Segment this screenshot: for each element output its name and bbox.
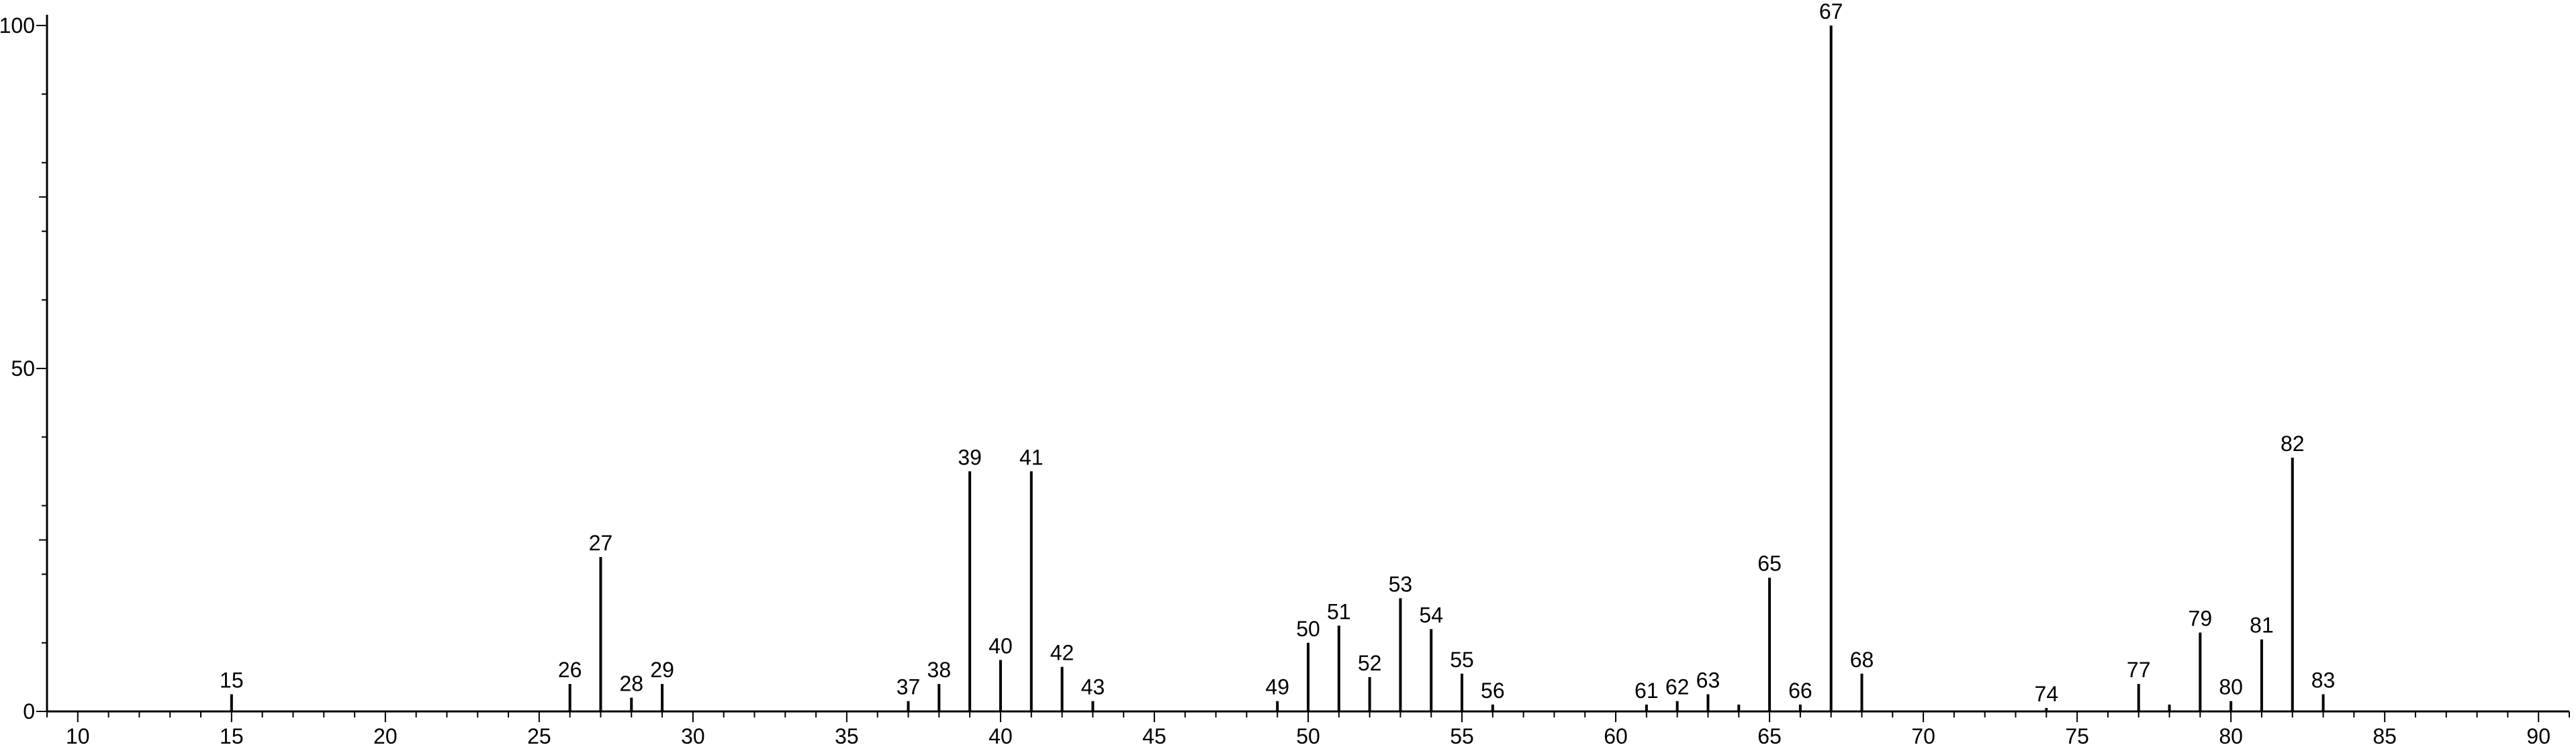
- peak-label-63: 63: [1696, 668, 1720, 692]
- peak-label-38: 38: [927, 658, 952, 682]
- peak-label-42: 42: [1050, 641, 1074, 665]
- peak-label-54: 54: [1419, 603, 1443, 627]
- peak-bars: [230, 26, 2325, 711]
- peak-label-61: 61: [1635, 679, 1659, 703]
- peak-label-41: 41: [1019, 445, 1044, 469]
- peak-label-83: 83: [2311, 668, 2336, 692]
- x-tick-label: 35: [835, 724, 859, 748]
- peak-label-49: 49: [1265, 675, 1289, 699]
- peak-label-53: 53: [1389, 572, 1413, 596]
- y-axis-ticks: 0 50 100: [0, 13, 47, 723]
- x-tick-label: 70: [1911, 724, 1935, 748]
- x-tick-label: 60: [1604, 724, 1628, 748]
- x-tick-label: 85: [2373, 724, 2397, 748]
- x-tick-label: 45: [1142, 724, 1166, 748]
- x-tick-label: 90: [2526, 724, 2550, 748]
- x-tick-label: 55: [1450, 724, 1474, 748]
- peak-label-79: 79: [2189, 606, 2213, 630]
- peak-label-29: 29: [650, 658, 674, 682]
- peak-label-77: 77: [2127, 658, 2151, 682]
- x-tick-label: 75: [2065, 724, 2089, 748]
- peak-label-74: 74: [2035, 682, 2059, 706]
- peak-label-66: 66: [1788, 679, 1812, 703]
- peak-label-55: 55: [1450, 648, 1474, 672]
- peak-label-15: 15: [220, 668, 244, 692]
- peak-label-40: 40: [988, 634, 1013, 658]
- peak-label-62: 62: [1665, 675, 1690, 699]
- y-tick-label: 100: [0, 13, 35, 38]
- x-tick-label: 40: [988, 724, 1013, 748]
- x-tick-label: 50: [1296, 724, 1320, 748]
- peak-label-56: 56: [1481, 679, 1505, 703]
- x-tick-label: 30: [681, 724, 705, 748]
- peak-label-28: 28: [619, 672, 643, 696]
- peak-label-67: 67: [1819, 0, 1843, 23]
- peak-label-51: 51: [1327, 599, 1351, 623]
- y-tick-label: 50: [11, 356, 35, 381]
- peak-label-68: 68: [1850, 648, 1874, 672]
- peak-label-80: 80: [2219, 675, 2243, 699]
- peak-label-81: 81: [2250, 613, 2274, 638]
- peak-label-50: 50: [1296, 617, 1320, 641]
- x-axis-ticks: 10 15 20 25 30 35 40 45 50 55 60 65 70 75 80 85 90: [46, 711, 2570, 748]
- peak-label-37: 37: [896, 675, 921, 699]
- x-tick-label: 15: [220, 724, 244, 748]
- x-tick-label: 65: [1757, 724, 1782, 748]
- peak-label-26: 26: [558, 658, 582, 682]
- peak-label-27: 27: [589, 531, 613, 555]
- peak-label-52: 52: [1358, 651, 1382, 675]
- x-tick-label: 25: [527, 724, 551, 748]
- peak-label-43: 43: [1081, 675, 1105, 699]
- peak-label-65: 65: [1757, 552, 1782, 576]
- x-tick-label: 10: [66, 724, 90, 748]
- x-tick-label: 20: [373, 724, 398, 748]
- y-tick-label: 0: [23, 699, 35, 723]
- peak-label-39: 39: [958, 445, 982, 469]
- x-tick-label: 80: [2219, 724, 2243, 748]
- peak-label-82: 82: [2281, 432, 2305, 456]
